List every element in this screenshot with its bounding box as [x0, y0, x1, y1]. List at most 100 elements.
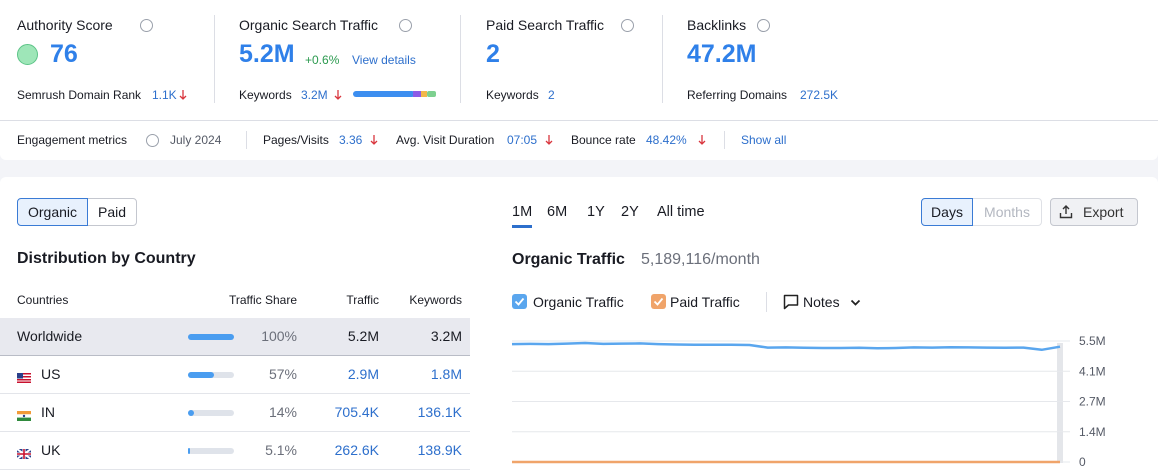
share-bar [188, 410, 195, 416]
table-row-selected [0, 318, 470, 356]
active-tab-underline [512, 225, 532, 228]
info-icon[interactable] [621, 19, 634, 32]
granularity-button-active[interactable]: Days [921, 198, 973, 226]
share-label: 100% [261, 328, 297, 344]
legend-label: Organic Traffic [533, 294, 624, 310]
divider [662, 15, 663, 103]
country-flag [17, 408, 31, 421]
today-marker [1057, 343, 1063, 463]
keywords-value: 1.8M [430, 366, 462, 382]
period-tab[interactable]: 2Y [621, 204, 639, 220]
y-tick-label: 5.5M [1079, 334, 1106, 348]
share-track [188, 410, 234, 416]
down-arrow [179, 90, 187, 100]
metric-value: 76 [50, 40, 78, 68]
summary-card: Authority Score 76 Semrush Domain Rank 1… [0, 0, 1158, 160]
show-all-link[interactable]: Show all [741, 133, 787, 147]
flag-image [16, 448, 32, 460]
engagement-item-label: Avg. Visit Duration [396, 133, 495, 147]
info-icon[interactable] [140, 19, 153, 32]
share-bar [188, 334, 234, 340]
share-label: 14% [268, 404, 297, 420]
metric-sub-value[interactable]: 272.5K [800, 88, 839, 102]
y-tick-label: 2.7M [1079, 395, 1106, 409]
legend-label: Paid Traffic [670, 294, 740, 310]
divider [460, 15, 461, 103]
country-name: UK [41, 442, 61, 458]
column-header: Keywords [409, 293, 462, 307]
metric-title: Paid Search Traffic [486, 17, 605, 33]
metric-value[interactable]: 47.2M [687, 40, 757, 68]
engagement-item-label: Bounce rate [571, 133, 636, 147]
metric-value[interactable]: 5.2M [239, 40, 295, 68]
metric-title: Organic Search Traffic [239, 17, 379, 33]
chevron-icon [850, 299, 861, 306]
keywords-value: 3.2M [430, 328, 462, 344]
export-button[interactable]: Export [1050, 198, 1138, 226]
metric-title: Authority Score [17, 17, 113, 33]
metric-sub-value[interactable]: 1.1K [152, 88, 177, 102]
chart-title: Organic Traffic [512, 251, 625, 268]
chart-subtitle: 5,189,116/month [641, 251, 760, 268]
country-name: IN [41, 404, 55, 420]
engagement-label: Engagement metrics [17, 133, 128, 147]
score-gauge [17, 44, 38, 65]
metric-sub-value[interactable]: 3.2M [301, 88, 328, 102]
info-icon[interactable] [757, 19, 770, 32]
export-icon [1059, 205, 1073, 219]
traffic-value: 705.4K [334, 404, 379, 420]
divider [246, 131, 247, 149]
series-line [511, 341, 1061, 352]
check-mark [514, 297, 525, 306]
column-header: Countries [17, 293, 69, 307]
toggle-button-active[interactable]: Organic [17, 198, 88, 226]
country-name: US [41, 366, 61, 382]
info-icon[interactable] [146, 134, 159, 147]
period-tab-active[interactable]: 1M [512, 204, 533, 220]
y-tick-label: 0 [1079, 455, 1086, 469]
traffic-value: 2.9M [347, 366, 379, 382]
section-title: Distribution by Country [17, 250, 196, 267]
keywords-value: 136.1K [417, 404, 462, 420]
table-row [0, 356, 470, 394]
y-tick-label: 4.1M [1079, 364, 1106, 378]
share-bar [188, 372, 215, 378]
down-arrow [370, 135, 378, 145]
metric-value[interactable]: 2 [486, 40, 500, 68]
traffic-value: 262.6K [334, 442, 379, 458]
share-bar [188, 448, 191, 454]
metric-sub-label: Keywords [486, 88, 539, 102]
metric-sub-value[interactable]: 2 [548, 88, 555, 102]
y-tick-label: 1.4M [1079, 425, 1106, 439]
share-label: 5.1% [265, 442, 297, 458]
period-tab[interactable]: 6M [547, 204, 568, 220]
down-arrow [545, 135, 553, 145]
engagement-period: July 2024 [170, 133, 222, 147]
legend-checkbox[interactable] [651, 294, 666, 309]
period-tab[interactable]: All time [657, 204, 705, 220]
metric-sub-label: Semrush Domain Rank [17, 88, 142, 102]
metric-sub-label: Keywords [239, 88, 292, 102]
separator [0, 120, 1158, 121]
notes-button[interactable]: Notes [803, 294, 840, 310]
share-label: 57% [268, 366, 297, 382]
down-arrow [698, 135, 706, 145]
period-tab[interactable]: 1Y [587, 204, 605, 220]
info-icon[interactable] [399, 19, 412, 32]
legend-checkbox[interactable] [512, 294, 527, 309]
view-details-link[interactable]: View details [352, 53, 416, 67]
intent-bar [353, 91, 436, 97]
country-flag [17, 370, 31, 383]
column-header: Traffic Share [228, 293, 297, 307]
notes-icon [783, 294, 799, 310]
flag-image [17, 411, 31, 421]
country-flag [16, 446, 32, 460]
share-track [188, 448, 234, 454]
engagement-item-value: 07:05 [507, 133, 538, 147]
traffic-value: 5.2M [347, 328, 379, 344]
engagement-item-value: 48.42% [646, 133, 687, 147]
table-row [0, 432, 470, 470]
